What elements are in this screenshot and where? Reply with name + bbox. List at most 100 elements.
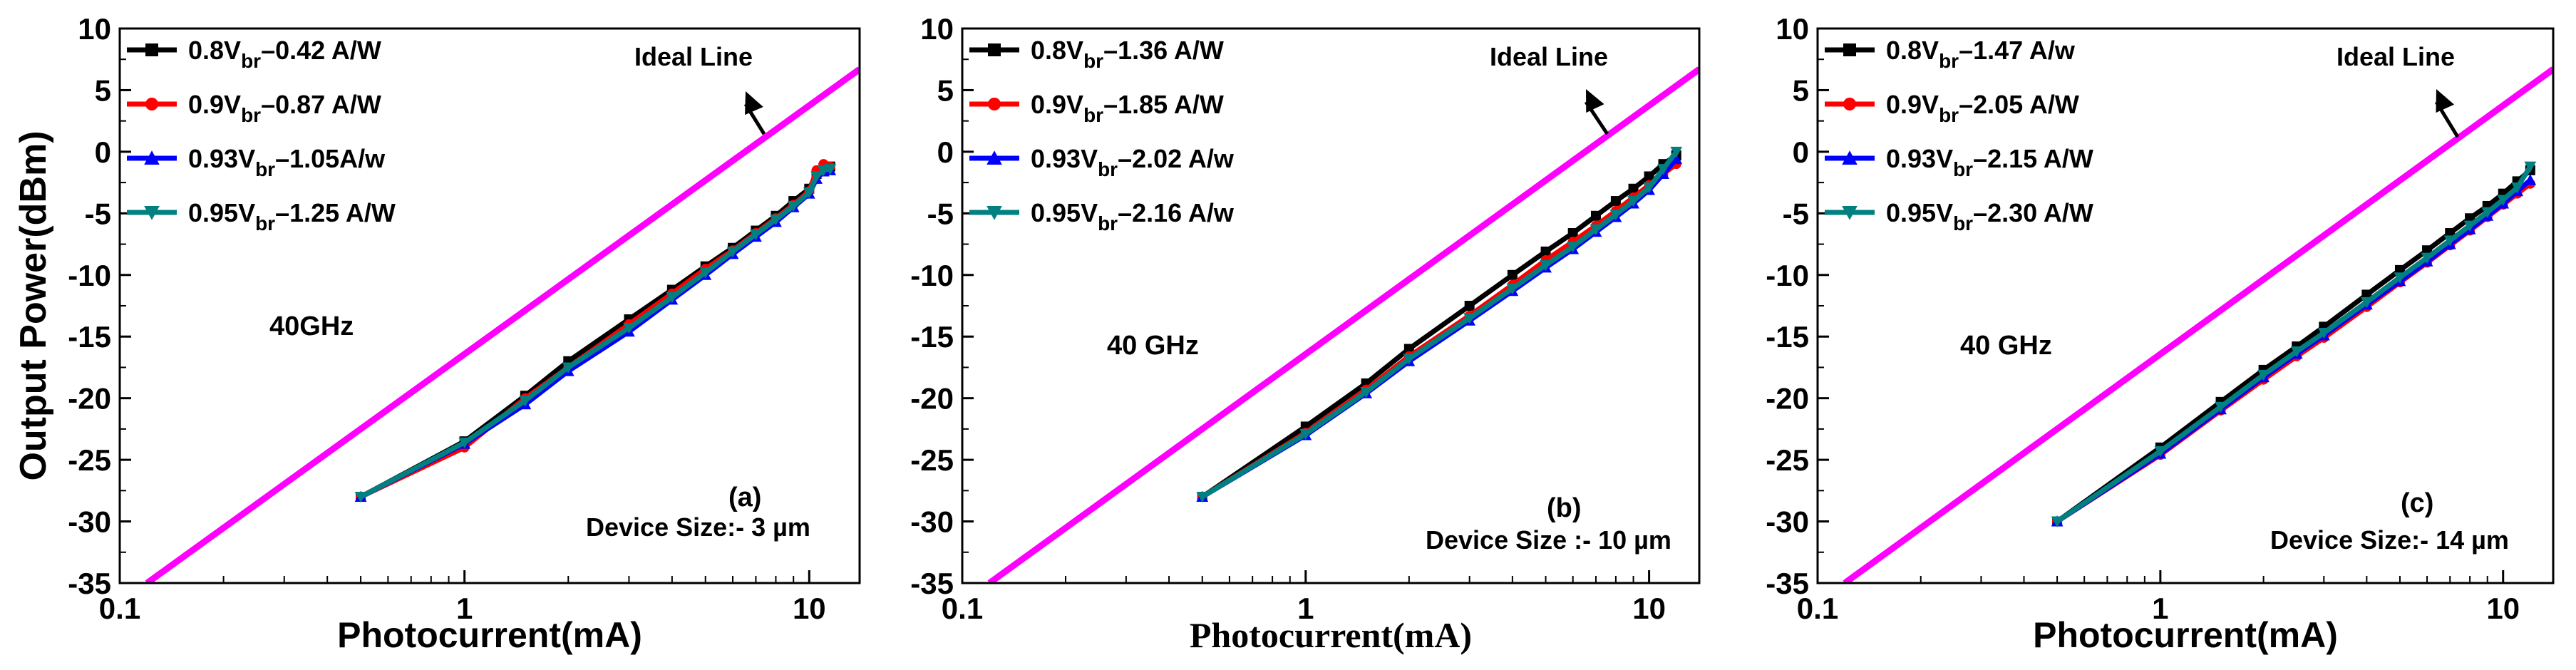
legend-entry-1: 0.8Vbr–1.47 A/w xyxy=(1886,36,2076,72)
data-point xyxy=(770,214,782,226)
legend-entry-2: 0.9Vbr–1.85 A/W xyxy=(1031,90,1224,126)
y-tick-label: 5 xyxy=(937,73,954,107)
data-point xyxy=(1590,224,1602,236)
device-size-label: Device Size :- 10 µm xyxy=(1426,525,1671,555)
data-point xyxy=(2421,252,2433,264)
arrow-head xyxy=(745,91,763,115)
y-tick-label: 5 xyxy=(1793,73,1809,107)
y-tick-label: -25 xyxy=(68,443,111,477)
legend-text: –1.85 A/W xyxy=(1103,90,1224,119)
data-point xyxy=(2154,446,2167,458)
y-tick-label: -30 xyxy=(910,505,954,539)
data-point xyxy=(787,200,800,212)
data-point xyxy=(1567,227,1578,238)
data-point xyxy=(810,171,823,182)
data-point xyxy=(699,267,712,279)
legend-entry-4: 0.95Vbr–2.16 A/w xyxy=(1031,198,1235,234)
legend-text: –2.05 A/W xyxy=(1959,90,2079,119)
data-point xyxy=(666,292,679,304)
data-point xyxy=(2497,195,2510,206)
legend-marker xyxy=(145,43,158,56)
x-tick-label: 0.1 xyxy=(99,592,140,625)
y-tick-label: -5 xyxy=(927,197,954,230)
data-point xyxy=(458,437,471,449)
ideal-line xyxy=(1843,66,2553,583)
legend-text: –2.02 A/w xyxy=(1118,144,1235,173)
data-point xyxy=(1196,491,1209,503)
x-tick-label: 1 xyxy=(456,592,473,625)
x-axis-label: Photocurrent(mA) xyxy=(1190,615,1472,655)
data-point xyxy=(726,246,739,258)
y-tick-label: -20 xyxy=(910,382,954,416)
series-line-4 xyxy=(1200,150,1679,499)
data-point xyxy=(1540,259,1552,272)
y-tick-label: -35 xyxy=(910,567,954,600)
legend-marker xyxy=(988,98,1001,110)
data-point xyxy=(803,187,815,199)
legend-text: –0.42 A/W xyxy=(261,36,381,65)
data-point xyxy=(1657,164,1669,175)
x-tick-label: 0.1 xyxy=(1797,592,1838,625)
data-point xyxy=(2317,328,2330,339)
legend-text: –1.25 A/W xyxy=(275,198,396,227)
data-point xyxy=(354,491,367,503)
frequency-label: 40 GHz xyxy=(1107,331,1199,361)
legend-text: 0.9V xyxy=(188,90,241,119)
data-point xyxy=(1403,354,1416,365)
frequency-label: 40GHz xyxy=(269,311,354,341)
series-line-2 xyxy=(359,161,831,500)
data-point xyxy=(1506,283,1519,295)
legend-entry-2: 0.9Vbr–0.87 A/W xyxy=(188,90,381,126)
legend-subscript: br xyxy=(241,50,261,72)
legend-entry-3: 0.93Vbr–2.02 A/w xyxy=(1031,144,1235,180)
data-point xyxy=(1670,146,1683,158)
chart-panel-3: 10 5 0 -5 -10 -15 -20 -25 -30 -350.1 1 10 Photocurre… xyxy=(1766,12,2555,655)
y-tick-label: 0 xyxy=(95,135,111,169)
legend-entry-3: 0.93Vbr–1.05A/w xyxy=(188,144,386,180)
data-point xyxy=(1403,344,1414,354)
data-point xyxy=(2481,207,2494,219)
x-tick-label: 10 xyxy=(2486,592,2520,625)
panel-label: (a) xyxy=(728,483,761,512)
data-point xyxy=(1567,242,1580,253)
y-tick-label: 10 xyxy=(78,12,111,46)
legend-text: 0.9V xyxy=(1031,90,1083,119)
legend-marker xyxy=(986,206,1002,220)
y-tick-label: -20 xyxy=(1766,382,1809,416)
data-point xyxy=(2290,346,2303,358)
legend-marker xyxy=(1842,150,1858,165)
legend-entry-4: 0.95Vbr–2.30 A/W xyxy=(1886,198,2093,234)
x-axis-label: Photocurrent(mA) xyxy=(337,615,642,655)
legend-text: 0.8V xyxy=(1886,36,1939,65)
legend-entry-3: 0.93Vbr–2.15 A/W xyxy=(1886,144,2093,180)
data-point xyxy=(1540,246,1551,257)
legend-marker xyxy=(1843,43,1856,56)
legend-subscript: br xyxy=(1083,50,1103,72)
legend-text: –2.16 A/w xyxy=(1118,198,1235,227)
legend-entry-1: 0.8Vbr–0.42 A/W xyxy=(188,36,381,72)
y-tick-label: -35 xyxy=(1766,567,1809,600)
legend-text: 0.9V xyxy=(1886,90,1939,119)
legend-subscript: br xyxy=(241,104,261,126)
data-point xyxy=(1627,196,1639,207)
legend-text: 0.95V xyxy=(188,198,255,227)
legend-subscript: br xyxy=(1939,50,1959,72)
legend-subscript: br xyxy=(1939,104,1959,126)
legend-subscript: br xyxy=(1083,104,1103,126)
data-point xyxy=(2394,272,2406,284)
y-tick-label: -30 xyxy=(1766,505,1809,539)
x-tick-label: 0.1 xyxy=(942,592,983,625)
series-line-1 xyxy=(359,164,831,500)
data-point xyxy=(1670,153,1683,165)
x-axis-label: Photocurrent(mA) xyxy=(2033,615,2338,655)
data-point xyxy=(1360,387,1373,398)
y-tick-label: -5 xyxy=(85,197,111,230)
legend-subscript: br xyxy=(1953,158,1973,180)
data-point xyxy=(2524,161,2537,173)
arrow-head xyxy=(2436,89,2455,113)
data-point xyxy=(2215,401,2227,413)
legend-subscript: br xyxy=(1098,212,1118,234)
data-point xyxy=(2443,235,2456,247)
data-point xyxy=(2511,182,2524,194)
y-tick-label: -15 xyxy=(1766,320,1809,354)
